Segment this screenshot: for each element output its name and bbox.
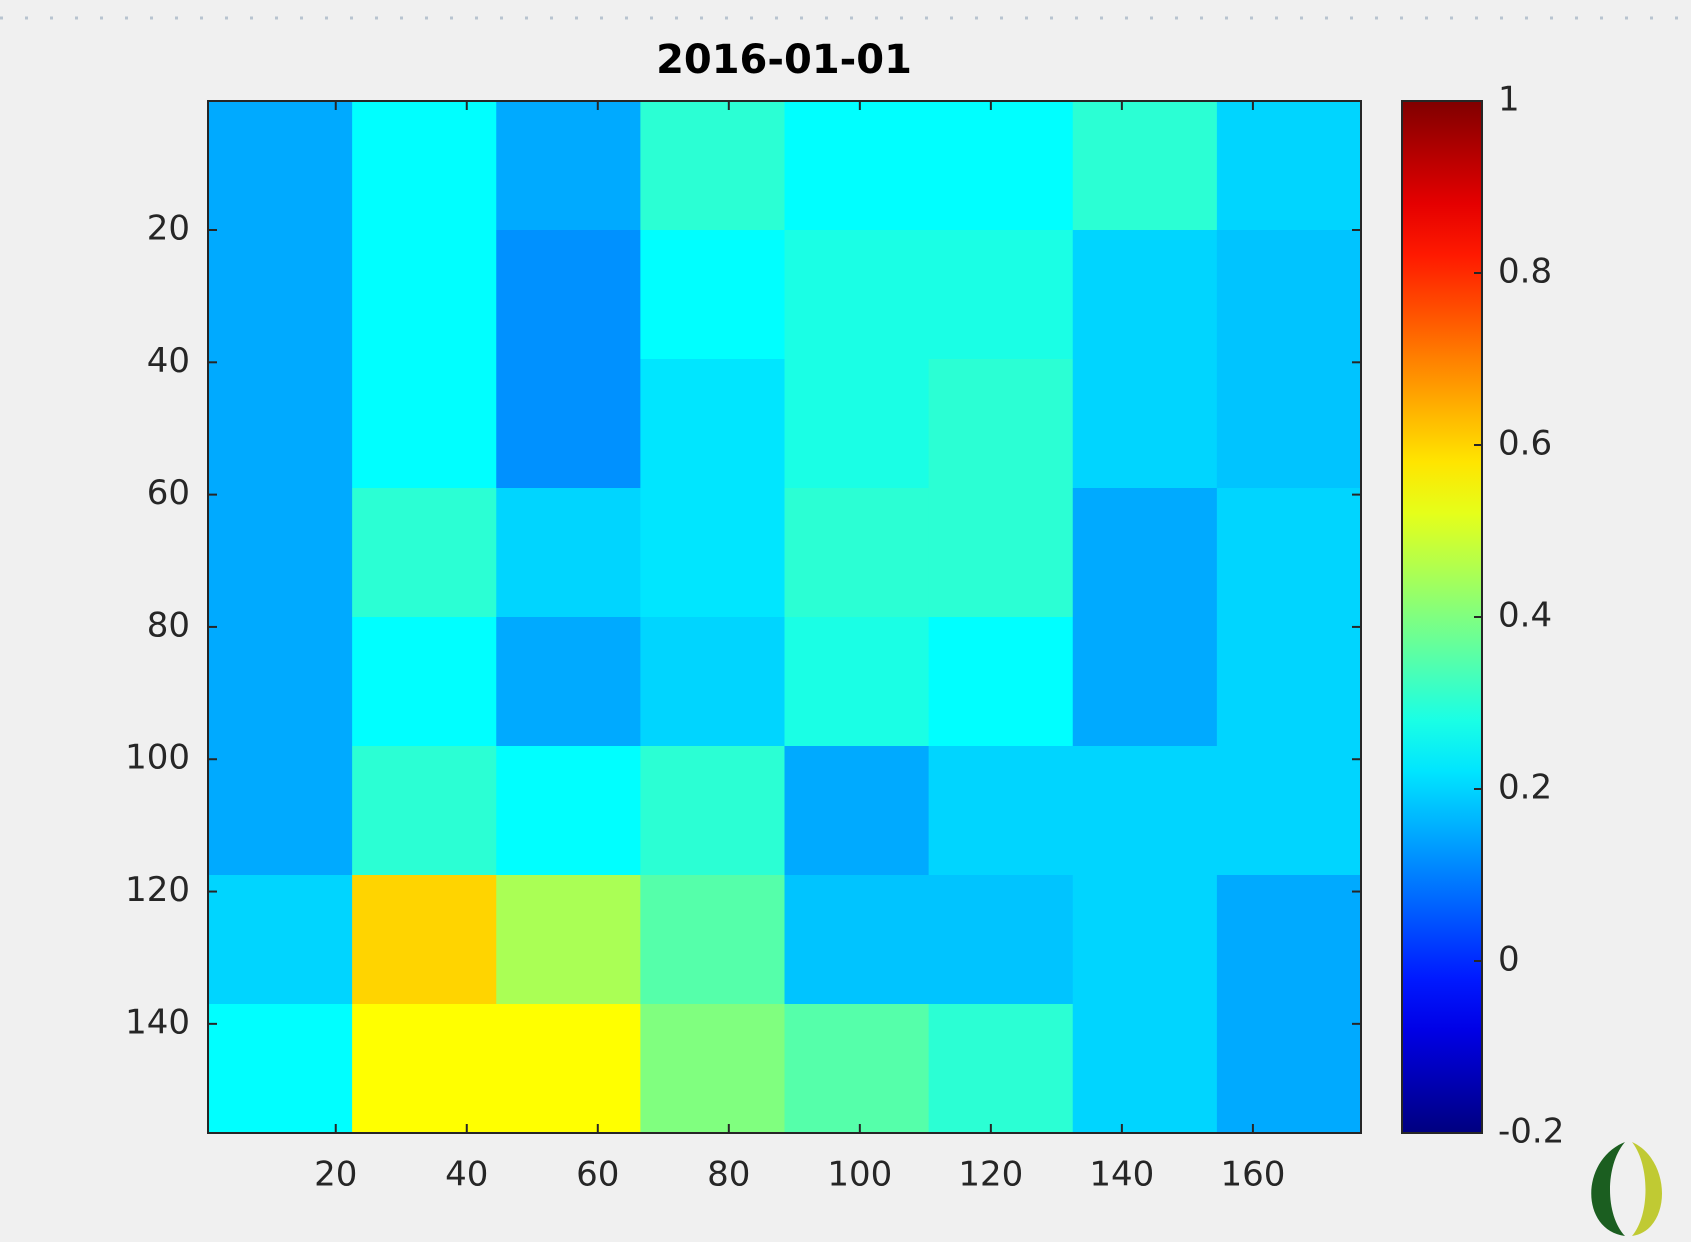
heatmap-cell (784, 359, 930, 489)
heatmap-cell (928, 230, 1074, 360)
heatmap-cell (208, 746, 353, 876)
colorbar-tick-label: 1 (1498, 80, 1520, 120)
heatmap-cell (352, 1004, 497, 1134)
heatmap-cell (496, 746, 641, 876)
heatmap-cell (928, 1004, 1074, 1134)
heatmap-cell (784, 1004, 930, 1134)
chart-title: 2016-01-01 (656, 37, 912, 83)
heatmap-cell (208, 875, 353, 1005)
heatmap-cell (352, 746, 497, 876)
x-tick-label: 100 (827, 1155, 892, 1195)
y-tick-label: 120 (125, 870, 190, 910)
heatmap-cell (1216, 746, 1362, 876)
heatmap-cell (352, 875, 497, 1005)
heatmap-cell (784, 617, 930, 747)
y-tick-label: 80 (147, 605, 190, 645)
heatmap-cell (1072, 359, 1218, 489)
x-tick-label: 20 (314, 1155, 357, 1195)
heatmap-cell (496, 101, 641, 231)
colorbar-tick-label: 0.2 (1498, 768, 1552, 808)
colorbar (1401, 100, 1483, 1134)
y-tick-label: 20 (147, 209, 190, 249)
heatmap-cell (496, 875, 641, 1005)
heatmap-cell (208, 617, 353, 747)
x-tick-label: 80 (707, 1155, 750, 1195)
heatmap-cell (352, 488, 497, 618)
heatmap-cell (1216, 488, 1362, 618)
heatmap-cell (928, 101, 1074, 231)
heatmap-cell (1072, 746, 1218, 876)
heatmap-cell (1072, 488, 1218, 618)
heatmap-cell (928, 617, 1074, 747)
y-tick-label: 40 (147, 341, 190, 381)
heatmap-cell (496, 1004, 641, 1134)
heatmap-cell (1216, 101, 1362, 231)
heatmap-cell (208, 230, 353, 360)
heatmap-cell (1216, 1004, 1362, 1134)
heatmap-cell (1072, 617, 1218, 747)
heatmap-cell (496, 230, 641, 360)
logo (1591, 1142, 1662, 1236)
heatmap-cell (640, 359, 785, 489)
heatmap-cell (640, 746, 785, 876)
heatmap-cell (208, 1004, 353, 1134)
heatmap-cell (1072, 230, 1218, 360)
x-tick-label: 40 (445, 1155, 488, 1195)
heatmap-cell (496, 617, 641, 747)
heatmap-cell (640, 1004, 785, 1134)
heatmap-cell (640, 488, 785, 618)
heatmap-cell (208, 101, 353, 231)
heatmap-cell (208, 488, 353, 618)
colorbar-tick-label: 0.8 (1498, 252, 1552, 292)
heatmap-cell (1216, 875, 1362, 1005)
x-tick-label: 160 (1220, 1155, 1285, 1195)
heatmap-cell (1072, 875, 1218, 1005)
heatmap-cell (784, 101, 930, 231)
colorbar-tick-label: 0 (1498, 940, 1520, 980)
heatmap-cell (784, 746, 930, 876)
heatmap-cell (640, 617, 785, 747)
heatmap-cell (784, 230, 930, 360)
heatmap-cell (208, 359, 353, 489)
heatmap-cell (1072, 101, 1218, 231)
y-tick-label: 60 (147, 473, 190, 513)
heatmap-cell (784, 488, 930, 618)
x-tick-label: 60 (576, 1155, 619, 1195)
heatmap-cell (352, 230, 497, 360)
heatmap-cell (1072, 1004, 1218, 1134)
colorbar-tick-label: 0.6 (1498, 424, 1552, 464)
heatmap-cell (1216, 230, 1362, 360)
heatmap-cell (928, 746, 1074, 876)
heatmap-cell (928, 359, 1074, 489)
heatmap-cell (784, 875, 930, 1005)
heatmap-cell (640, 101, 785, 231)
heatmap-cell (352, 359, 497, 489)
heatmap-cell (496, 488, 641, 618)
heatmap-cell (1216, 617, 1362, 747)
heatmap-cell (928, 875, 1074, 1005)
x-tick-label: 120 (958, 1155, 1023, 1195)
x-tick-label: 140 (1089, 1155, 1154, 1195)
colorbar-tick-label: 0.4 (1498, 596, 1552, 636)
heatmap-cell (640, 875, 785, 1005)
plot-frame (207, 100, 1362, 1134)
y-tick-label: 100 (125, 738, 190, 778)
colorbar-tick-label: -0.2 (1498, 1112, 1564, 1152)
heatmap-cell (496, 359, 641, 489)
y-tick-label: 140 (125, 1002, 190, 1042)
heatmap-cell (928, 488, 1074, 618)
heatmap-cell (352, 101, 497, 231)
heatmap-cell (640, 230, 785, 360)
heatmap-cell (352, 617, 497, 747)
heatmap-cell (1216, 359, 1362, 489)
